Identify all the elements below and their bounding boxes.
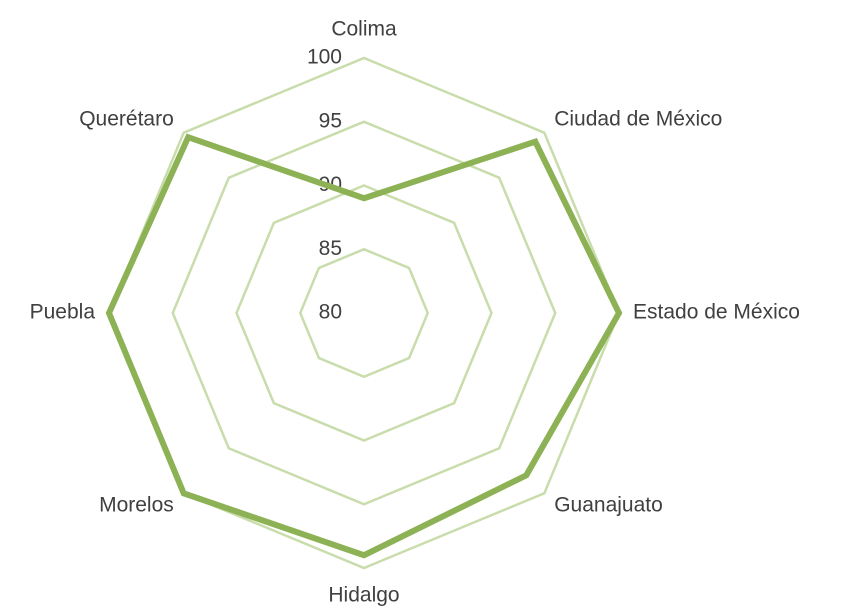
r-tick-label: 85 (319, 237, 342, 260)
category-label: Estado de México (633, 301, 800, 324)
category-label: Guanajuato (554, 494, 663, 517)
category-label: Ciudad de México (554, 107, 722, 130)
r-tick-label: 80 (319, 301, 342, 324)
r-tick-label: 95 (319, 109, 342, 132)
category-label: Hidalgo (328, 584, 399, 607)
grid-ring (107, 56, 621, 570)
category-label: Colima (331, 18, 397, 41)
grid-ring (298, 247, 430, 379)
series-line (105, 133, 623, 559)
category-label: Querétaro (79, 107, 174, 130)
category-label: Puebla (30, 301, 96, 324)
category-label: Morelos (99, 494, 174, 517)
r-tick-label: 100 (307, 46, 342, 69)
grid-ring (171, 120, 557, 506)
grid-ring (235, 184, 493, 442)
